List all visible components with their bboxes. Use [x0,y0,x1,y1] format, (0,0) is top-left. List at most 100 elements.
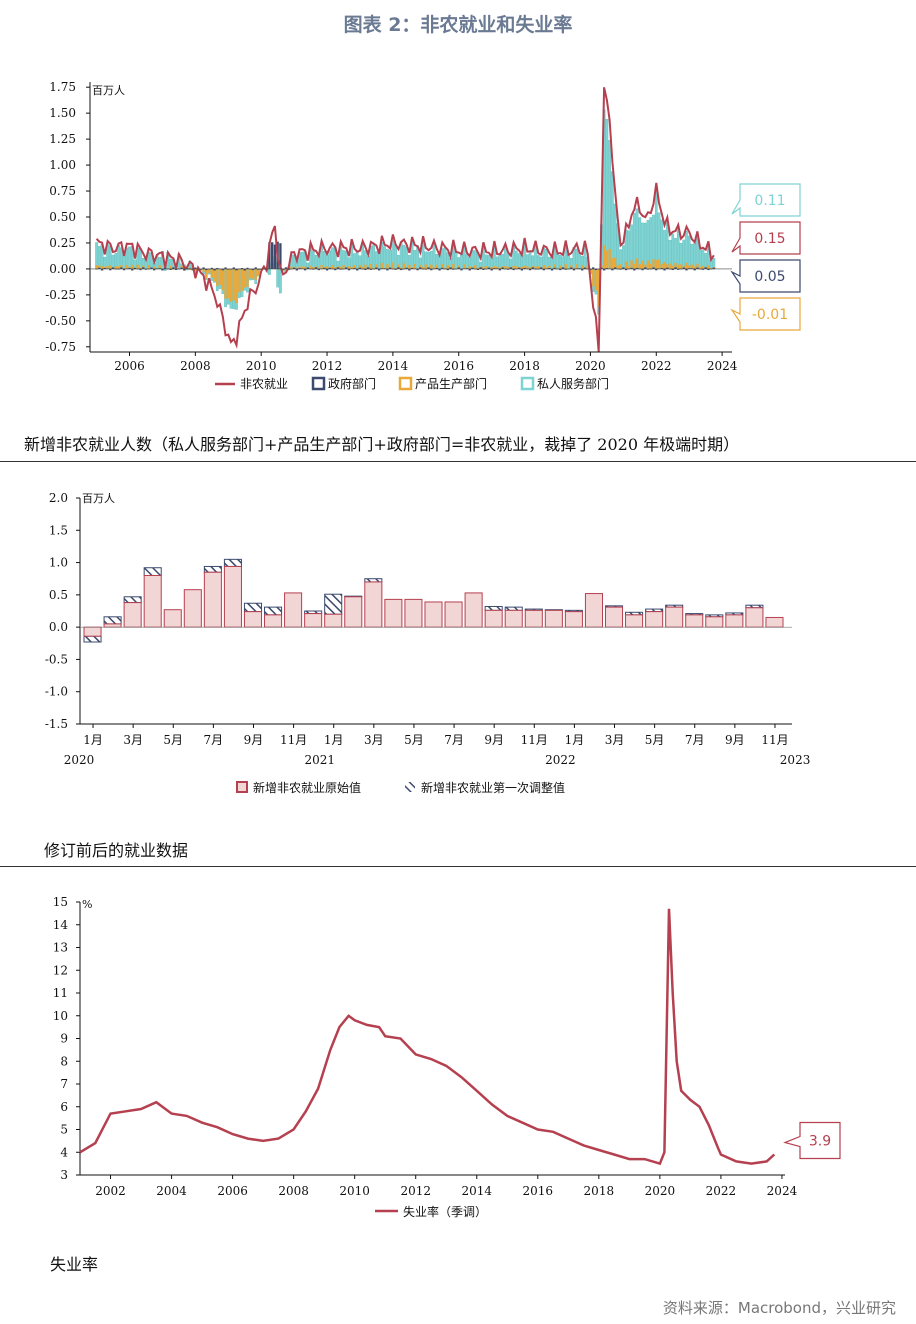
government-bar [482,268,485,270]
government-bar [578,268,581,269]
government-bar [306,267,310,269]
government-bar [704,267,707,269]
x-tick-label: 2020 [575,359,606,373]
goods-producing-bar [559,265,562,269]
government-bar [452,268,455,270]
government-bar [624,268,628,271]
government-bar [268,242,271,269]
government-bar [292,267,296,269]
x-tick-label: 2016 [443,359,474,373]
government-bar [539,267,543,269]
private-services-bar [394,244,397,270]
private-services-bar [344,250,348,270]
goods-producing-bar [257,268,260,276]
government-bar [98,267,101,269]
government-bar [457,267,460,269]
goods-producing-bar [476,267,480,269]
government-bar [150,267,153,269]
government-bar [589,268,592,270]
government-bar [685,268,688,271]
goods-producing-bar [506,266,510,269]
goods-producing-bar [646,260,650,269]
goods-producing-bar [666,264,669,269]
government-bar [468,268,471,271]
y-tick-label: 8 [60,1054,68,1068]
original-bar [665,606,684,628]
private-services-bar [487,255,491,270]
government-bar [273,244,277,269]
x-tick-label: 1月 [324,733,344,747]
government-bar [109,268,112,271]
private-services-bar [111,254,115,270]
government-bar [476,268,480,270]
goods-producing-bar [482,266,485,269]
government-bar [550,268,554,271]
x-tick-label: 2008 [180,359,211,373]
government-bar [655,268,658,271]
goods-producing-bar [180,265,183,269]
goods-producing-bar [103,266,106,269]
revision-bar [484,605,503,611]
y-tick-label: 7 [60,1077,68,1091]
private-services-bar [383,246,386,270]
government-bar [666,267,669,269]
legend-label: 失业率（季调） [403,1204,487,1219]
goods-producing-bar [611,258,614,269]
x-tick-label: 1月 [83,733,103,747]
goods-producing-bar [443,268,447,269]
private-services-bar [567,254,570,270]
original-bar [725,614,744,628]
government-bar [394,268,397,270]
original-bar [604,606,624,628]
goods-producing-bar [249,268,252,279]
goods-producing-bar [361,267,364,269]
x-tick-label: 2018 [509,359,540,373]
x-tick-label: 11月 [761,733,788,747]
government-bar [712,267,716,269]
goods-producing-bar [605,250,609,269]
y-tick-label: 6 [60,1100,68,1114]
original-bar [765,616,784,628]
goods-producing-bar [424,264,427,269]
goods-producing-bar [229,268,233,302]
goods-producing-bar [210,268,213,278]
government-bar [605,268,609,269]
government-bar [677,268,680,270]
goods-producing-bar [213,268,216,282]
original-bar [705,616,724,628]
government-bar [334,268,337,271]
goods-producing-bar [597,268,600,307]
goods-producing-bar [303,266,307,269]
goods-producing-bar [537,266,540,269]
goods-producing-bar [301,266,304,269]
private-services-bar [515,250,518,270]
goods-producing-bar [122,268,126,269]
callout-box [730,259,801,293]
y-tick-label: 9 [60,1032,68,1046]
government-bar [581,268,584,271]
divider [0,866,916,867]
original-bar [103,623,122,628]
x-tick-label: 3月 [123,733,143,747]
goods-producing-bar [106,265,109,269]
government-bar [271,242,274,269]
government-bar [221,268,224,271]
goods-producing-bar [457,265,460,269]
original-bar [143,574,162,628]
revision-bar [324,593,343,615]
private-services-bar [561,256,565,270]
original-bar [745,607,764,628]
goods-producing-bar [169,265,172,269]
goods-producing-bar [284,268,288,271]
goods-producing-bar [504,266,507,269]
government-bar [144,268,148,270]
government-bar [559,268,562,271]
caption-payrolls: 新增非农就业人数（私人服务部门+产品生产部门+政府部门=非农就业，裁掉了 202… [24,435,740,454]
y-tick-label: 5 [60,1123,68,1137]
original-bar [484,609,503,628]
government-bar [693,268,696,271]
goods-producing-bar [320,265,323,269]
original-bar [264,614,283,628]
government-bar [501,267,504,269]
goods-producing-bar [309,265,312,269]
